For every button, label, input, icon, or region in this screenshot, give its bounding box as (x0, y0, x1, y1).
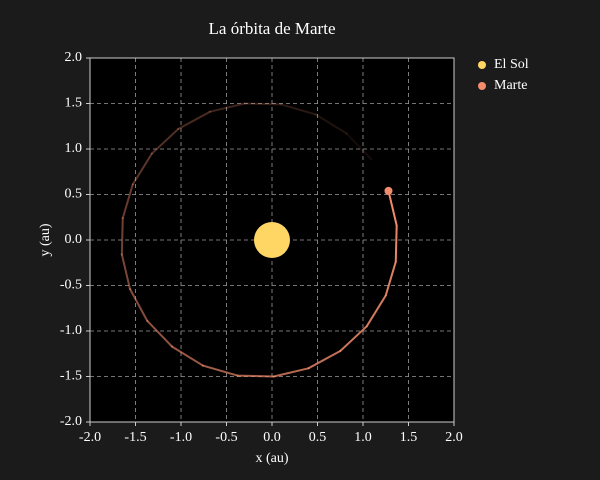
mars-marker (384, 186, 393, 195)
orbit-trail (243, 102, 283, 106)
x-tick-label: -1.0 (170, 430, 192, 445)
x-tick-label: -0.5 (215, 430, 237, 445)
sun-marker (254, 222, 290, 258)
x-tick-label: -1.5 (124, 430, 146, 445)
y-axis-label: y (au) (38, 223, 53, 256)
orbit-trail (272, 367, 310, 378)
legend-label: Marte (494, 78, 527, 93)
orbit-trail (345, 132, 373, 161)
orbit-trail (307, 350, 342, 370)
y-tick-label: -1.5 (60, 369, 82, 384)
legend-label: El Sol (494, 57, 529, 72)
y-tick-label: 0.5 (65, 187, 83, 202)
orbit-trail (129, 288, 149, 322)
orbit-trail (314, 113, 348, 135)
orbit-trail (384, 260, 397, 297)
orbit-trail (365, 294, 387, 328)
x-tick-label: 1.0 (354, 430, 372, 445)
y-tick-label: 1.5 (65, 96, 83, 111)
legend-marker (478, 82, 486, 90)
orbit-trail (339, 325, 368, 353)
x-tick-label: 1.5 (400, 430, 418, 445)
x-tick-label: 2.0 (445, 430, 463, 445)
y-tick-label: 1.0 (65, 141, 83, 156)
x-tick-label: 0.5 (309, 430, 327, 445)
orbit-trail (120, 217, 124, 256)
y-tick-label: -0.5 (60, 278, 82, 293)
legend-marker (478, 61, 486, 69)
orbit-trail (146, 319, 173, 348)
orbit-trail (201, 364, 239, 377)
x-tick-label: 0.0 (263, 430, 281, 445)
axes-frame (89, 57, 455, 423)
orbit-trail (387, 189, 398, 227)
orbit-trail (170, 345, 204, 367)
x-tick-label: -2.0 (79, 430, 101, 445)
orbit-trail (150, 127, 180, 155)
orbit-trail (236, 374, 275, 378)
orbit-trail (131, 152, 153, 186)
orbit-trail (280, 103, 317, 116)
orbit-trail (394, 224, 398, 263)
chart-title: La órbita de Marte (209, 19, 336, 38)
orbit-trail (177, 110, 212, 130)
y-tick-label: -1.0 (60, 323, 82, 338)
y-tick-label: -2.0 (60, 414, 82, 429)
y-tick-label: 2.0 (65, 50, 83, 65)
orbit-trail (120, 253, 132, 291)
y-tick-label: 0.0 (65, 232, 83, 247)
orbit-trail (121, 183, 134, 220)
x-axis-label: x (au) (255, 451, 288, 466)
orbit-trail (209, 102, 246, 113)
